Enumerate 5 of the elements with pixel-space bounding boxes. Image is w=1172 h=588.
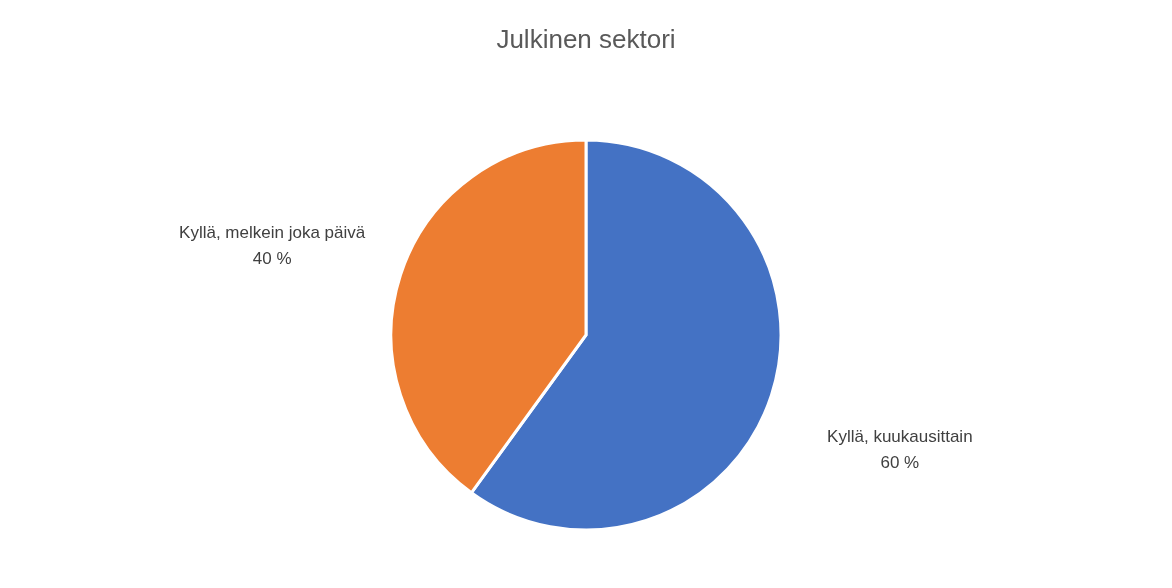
data-label: 60 % <box>880 452 920 472</box>
slice-label: Kyllä, melkein joka päivä <box>179 223 366 243</box>
slice-label: Kyllä, kuukausittain <box>827 426 973 446</box>
data-label: 40 % <box>252 249 292 269</box>
chart-title: Julkinen sektori <box>496 24 676 54</box>
